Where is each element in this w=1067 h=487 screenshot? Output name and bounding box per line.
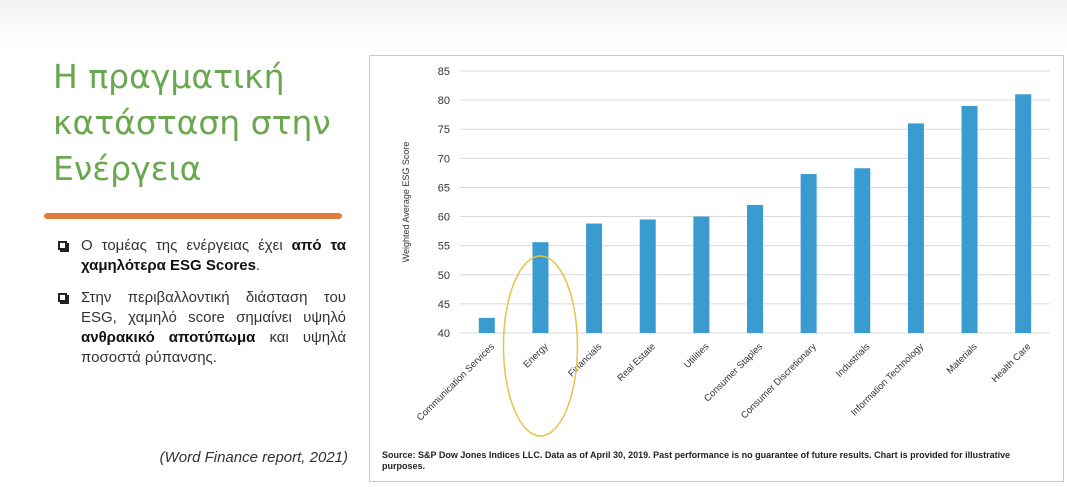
y-tick-label: 60	[438, 212, 450, 224]
bullet-text-bold: από τα χαμηλότερα ESG Scores	[81, 237, 346, 274]
x-category-label: Real Estate	[615, 341, 658, 384]
bullet-text-post: και υψηλά ποσοστά ρύπανσης.	[81, 329, 347, 366]
bar-financials	[586, 223, 603, 333]
bar-information-technology	[907, 123, 924, 334]
slide-title-line-3: Ενέργεια	[53, 149, 202, 188]
bar-health-care	[1015, 94, 1032, 334]
bar-real-estate	[639, 219, 656, 333]
energy-highlight-ellipse	[502, 255, 579, 437]
y-tick-label: 65	[438, 182, 450, 194]
bar-consumer-staples	[747, 204, 763, 333]
bullet-text-post: .	[255, 257, 261, 274]
y-tick-label: 70	[438, 153, 450, 165]
bullet-text-pre: Ο τομέας της ενέργειας έχει	[81, 237, 292, 254]
top-band	[0, 0, 1067, 48]
x-category-label: Materials	[945, 341, 980, 376]
chart-panel: 40 45 50 55 60 65 70 75 80 85 Communication Servi…	[369, 55, 1064, 482]
y-tick-label: 80	[438, 95, 450, 107]
slide-title: Η πραγματική κατάσταση στην Ενέργεια	[53, 54, 353, 192]
bar-communication-services	[478, 317, 495, 333]
y-tick-label: 85	[438, 66, 450, 78]
y-tick-label: 45	[438, 299, 450, 311]
bars	[478, 94, 1032, 334]
bar-industrials	[854, 168, 871, 333]
checkbox-bullet-icon	[58, 293, 67, 302]
bar-consumer-discretionary	[800, 174, 817, 333]
y-tick-label: 55	[438, 241, 450, 253]
x-category-label: Industrials	[834, 341, 873, 380]
bullet-text-pre: Στην περιβαλλοντική διάσταση του ESG, χα…	[81, 289, 346, 326]
bullet-item: Στην περιβαλλοντική διάσταση του ESG, χα…	[58, 288, 346, 368]
y-axis-label: Weighted Average ESG Score	[401, 142, 411, 263]
bar-energy	[532, 242, 549, 333]
slide-title-line-2: κατάσταση στην	[53, 103, 331, 142]
bullet-text: Ο τομέας της ενέργειας έχει από τα χαμηλ…	[81, 236, 346, 276]
checkbox-bullet-icon	[58, 241, 67, 250]
source-note: Source: S&P Dow Jones Indices LLC. Data …	[382, 450, 1011, 471]
y-tick-label: 50	[438, 270, 450, 282]
x-category-label: Communication Services	[415, 341, 497, 423]
x-category-labels: Communication Services Energy Financials Re…	[415, 341, 1033, 423]
bullet-text-bold: ανθρακικό αποτύπωμα	[81, 329, 256, 346]
title-underline	[44, 213, 342, 219]
x-category-label: Energy	[522, 341, 551, 370]
x-category-label: Health Care	[990, 341, 1034, 385]
bullet-item: Ο τομέας της ενέργειας έχει από τα χαμηλ…	[58, 236, 346, 276]
esg-bar-chart: 40 45 50 55 60 65 70 75 80 85 Communication Servi…	[401, 66, 1050, 437]
citation: (Word Finance report, 2021)	[159, 449, 348, 466]
x-category-label: Utilities	[682, 341, 712, 371]
x-category-label: Financials	[566, 341, 604, 379]
bar-utilities	[693, 216, 710, 333]
bullet-list: Ο τομέας της ενέργειας έχει από τα χαμηλ…	[58, 236, 346, 380]
y-ticks: 40 45 50 55 60 65 70 75 80 85	[438, 66, 450, 340]
x-category-label: Consumer Staples	[702, 341, 765, 404]
y-tick-label: 40	[438, 328, 450, 340]
bar-materials	[961, 105, 978, 333]
bullet-text: Στην περιβαλλοντική διάσταση του ESG, χα…	[81, 288, 346, 368]
y-tick-label: 75	[438, 124, 450, 136]
slide-title-line-1: Η πραγματική	[53, 57, 285, 96]
